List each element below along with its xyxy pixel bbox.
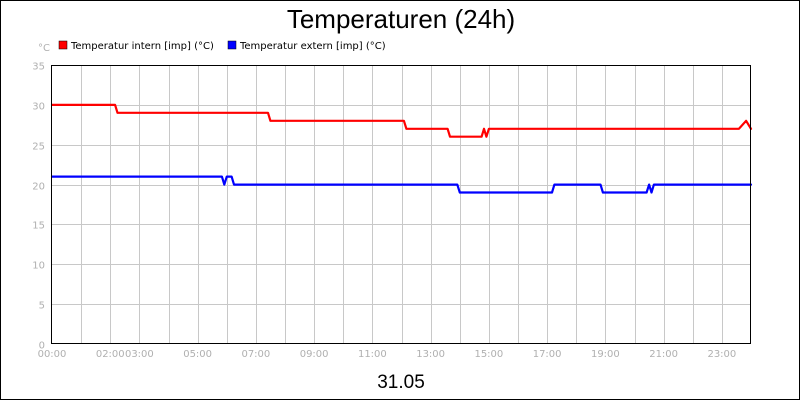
y-tick-label: 35 — [32, 62, 45, 73]
x-tick-label: 13:00 — [416, 349, 445, 360]
grid-lines — [52, 65, 751, 344]
x-tick-label: 15:00 — [474, 349, 503, 360]
y-tick-label: 15 — [32, 221, 45, 232]
plot-frame — [51, 65, 751, 344]
chart-title: Temperaturen (24h) — [287, 4, 515, 34]
x-tick-label: 00:00 — [38, 349, 67, 360]
x-tick-label: 23:00 — [707, 349, 736, 360]
x-tick-label: 19:00 — [591, 349, 620, 360]
x-tick-label: 09:00 — [300, 349, 329, 360]
y-tick-label: 30 — [32, 102, 45, 113]
series-line-1 — [50, 103, 753, 138]
y-tick-label: 25 — [32, 142, 45, 153]
y-tick-label: 10 — [32, 261, 45, 272]
legend: Temperatur intern [imp] (°C) Temperatur e… — [58, 40, 386, 52]
x-tick-label: 11:00 — [358, 349, 387, 360]
date-label: 31.05 — [377, 372, 425, 393]
x-tick-label: 07:00 — [241, 349, 270, 360]
x-tick-label: 21:00 — [649, 349, 678, 360]
y-axis-unit: °C — [38, 43, 50, 54]
y-tick-label: 20 — [32, 182, 45, 193]
legend-swatch-1 — [58, 40, 68, 50]
series-line-2 — [50, 175, 753, 194]
x-tick-label: 05:00 — [183, 349, 212, 360]
y-tick-label: 0 — [39, 341, 45, 352]
legend-label-2: Temperatur extern [imp] (°C) — [239, 41, 386, 52]
legend-swatch-2 — [227, 40, 237, 50]
x-tick-label: 03:00 — [125, 349, 154, 360]
y-tick-label: 5 — [39, 301, 45, 312]
y-axis-ticks: 0 5 10 15 20 25 30 35 — [32, 62, 45, 352]
legend-label-1: Temperatur intern [imp] (°C) — [70, 41, 214, 52]
x-tick-label: 17:00 — [533, 349, 562, 360]
series-group — [50, 103, 753, 194]
x-axis-ticks: 00:00 02:00 03:00 05:00 07:00 09:00 11:00 13:00… — [38, 349, 737, 360]
x-tick-label: 02:00 — [96, 349, 125, 360]
